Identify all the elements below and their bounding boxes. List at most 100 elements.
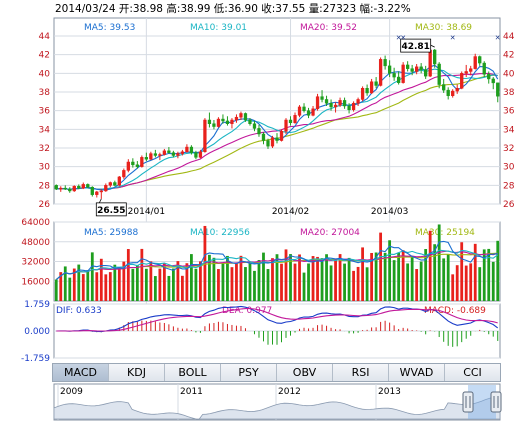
volume-bar <box>325 254 328 301</box>
overview-tick: 2013 <box>378 387 401 397</box>
volume-bar <box>401 250 405 301</box>
tab-obv[interactable]: OBV <box>277 364 333 381</box>
price-legend-ma30: MA30: 38.69 <box>415 23 472 33</box>
volume-tick: 64000 <box>21 218 50 228</box>
candle-body <box>198 151 203 158</box>
volume-bar <box>149 261 153 301</box>
event-marker-icon: ✕ <box>400 34 406 42</box>
candle-body <box>167 150 171 153</box>
candle-body <box>113 182 117 186</box>
volume-bar <box>334 259 337 301</box>
tab-rsi[interactable]: RSI <box>333 364 389 381</box>
candle-body <box>86 184 90 188</box>
price-tick-left: 42 <box>39 51 50 61</box>
candle-body <box>288 119 293 124</box>
volume-bar <box>352 270 355 301</box>
volume-bar <box>424 249 428 301</box>
candle-body <box>387 65 392 74</box>
macd-tick: 1.759 <box>24 300 50 310</box>
candle-body <box>351 102 356 110</box>
price-tick-right: 44 <box>503 32 515 42</box>
price-tick-right: 26 <box>503 200 515 210</box>
candle-body <box>81 184 85 189</box>
tab-boll[interactable]: BOLL <box>165 364 221 381</box>
price-tick-left: 38 <box>39 88 51 98</box>
volume-bar <box>108 272 112 301</box>
volume-bar <box>347 257 351 301</box>
volume-ma20-line <box>55 250 498 280</box>
candle-body <box>153 153 158 156</box>
candle-body <box>369 81 374 94</box>
candle-body <box>365 88 369 94</box>
tab-psy[interactable]: PSY <box>221 364 277 381</box>
volume-bar <box>235 263 238 301</box>
quote-header: 2014/03/24 开:38.98 高:38.99 低:36.90 收:37.… <box>55 1 520 16</box>
volume-bar <box>316 256 319 301</box>
volume-bar <box>437 224 441 301</box>
candle-body <box>374 81 378 86</box>
tab-kdj[interactable]: KDJ <box>109 364 165 381</box>
volume-bar <box>406 263 410 301</box>
price-tick-right: 28 <box>503 181 515 191</box>
candle-body <box>180 151 185 154</box>
x-tick-label: 2014/03 <box>371 207 408 217</box>
x-tick-label: 2014/02 <box>272 207 309 217</box>
volume-bar <box>171 268 175 301</box>
volume-bar <box>239 255 243 301</box>
volume-bar <box>153 276 157 301</box>
volume-bar <box>275 254 279 301</box>
volume-bar <box>455 265 459 301</box>
candle-body <box>433 49 437 65</box>
volume-bar <box>487 248 491 301</box>
macd-dea-line <box>56 308 498 332</box>
price-tick-right: 38 <box>503 88 515 98</box>
candle-body <box>320 96 324 100</box>
overview-handle[interactable] <box>490 391 502 413</box>
volume-bar <box>397 252 401 301</box>
volume-bar <box>383 252 387 301</box>
candle-body <box>149 153 153 160</box>
volume-bar <box>199 261 202 301</box>
volume-bar <box>162 262 166 301</box>
candle-body <box>333 104 338 108</box>
volume-bar <box>77 264 81 301</box>
candle-body <box>140 157 144 167</box>
quote-high: 高:38.99 <box>166 3 211 15</box>
macd-legend-dif: DIF: 0.633 <box>56 306 102 316</box>
volume-bar <box>190 254 193 301</box>
volume-bar <box>203 225 207 301</box>
candle-body <box>338 100 342 106</box>
candle-body <box>311 108 315 116</box>
candle-body <box>329 102 333 108</box>
candle-body <box>360 88 365 100</box>
volume-bar <box>126 249 130 301</box>
candle-body <box>270 137 275 147</box>
tab-cci[interactable]: CCI <box>463 366 482 379</box>
event-marker-icon: ✕ <box>450 34 456 42</box>
price-tick-right: 40 <box>503 69 515 79</box>
candle-body <box>59 187 63 190</box>
overview-tick: 2011 <box>180 387 203 397</box>
price-tick-left: 30 <box>39 163 51 173</box>
price-legend-ma10: MA10: 39.01 <box>190 23 247 33</box>
volume-bar <box>99 258 103 301</box>
overview-area <box>53 395 501 420</box>
candle-body <box>455 88 459 92</box>
tab-wvad[interactable]: WVAD <box>389 364 445 381</box>
volume-bar <box>131 268 135 301</box>
x-tick-label: 2014/01 <box>128 207 165 217</box>
overview-handle[interactable] <box>462 391 474 413</box>
volume-legend-ma5: MA5: 25988 <box>84 228 138 238</box>
volume-bar <box>410 256 414 301</box>
candle-body <box>446 89 450 96</box>
tab-macd[interactable]: MACD <box>53 364 109 381</box>
candle-body <box>221 118 225 122</box>
candle-body <box>68 188 72 192</box>
volume-bar <box>68 277 72 301</box>
volume-bar <box>104 274 108 301</box>
candle-body <box>275 137 279 141</box>
volume-bar <box>72 268 76 301</box>
volume-legend-ma10: MA10: 22956 <box>190 228 250 238</box>
volume-bar <box>144 268 148 301</box>
